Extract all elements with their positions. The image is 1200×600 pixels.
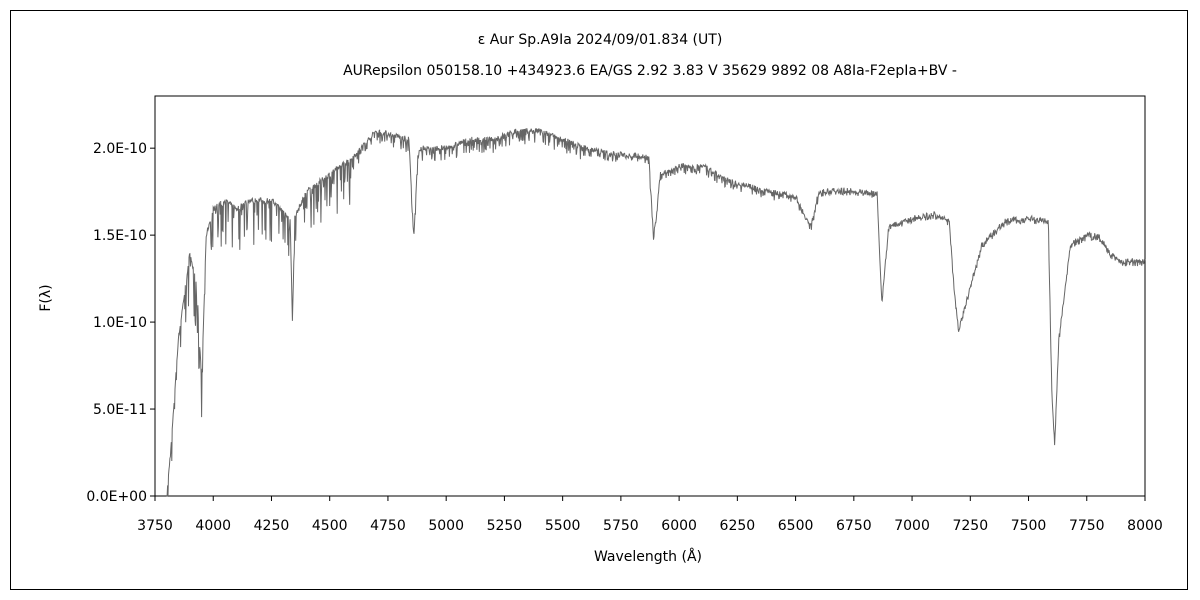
x-tick-label: 8000 bbox=[1127, 518, 1163, 534]
x-tick-label: 6000 bbox=[661, 518, 697, 534]
y-tick-label: 1.5E-10 bbox=[93, 228, 147, 244]
x-tick-label: 5500 bbox=[545, 518, 581, 534]
x-tick-label: 7000 bbox=[894, 518, 930, 534]
x-tick-label: 4750 bbox=[370, 518, 406, 534]
y-axis-label: F(λ) bbox=[38, 284, 54, 311]
x-tick-label: 5000 bbox=[428, 518, 464, 534]
x-tick-label: 7500 bbox=[1011, 518, 1047, 534]
x-tick-label: 7750 bbox=[1069, 518, 1105, 534]
x-tick-label: 3750 bbox=[137, 518, 173, 534]
x-axis-label: Wavelength (Å) bbox=[594, 548, 702, 565]
x-tick-label: 4500 bbox=[312, 518, 348, 534]
x-tick-label: 4250 bbox=[254, 518, 290, 534]
x-tick-label: 7250 bbox=[952, 518, 988, 534]
y-tick-label: 1.0E-10 bbox=[93, 315, 147, 331]
x-tick-label: 6500 bbox=[778, 518, 814, 534]
chart-frame bbox=[10, 10, 1188, 590]
spectrum-line bbox=[166, 128, 1146, 497]
x-tick-label: 5750 bbox=[603, 518, 639, 534]
x-tick-label: 6250 bbox=[720, 518, 756, 534]
chart-title: ε Aur Sp.A9Ia 2024/09/01.834 (UT) bbox=[478, 32, 723, 48]
y-tick-label: 2.0E-10 bbox=[93, 141, 147, 157]
plot-area bbox=[154, 95, 1146, 497]
x-tick-label: 4000 bbox=[195, 518, 231, 534]
y-tick-label: 5.0E-11 bbox=[93, 402, 147, 418]
x-tick-label: 5250 bbox=[487, 518, 523, 534]
x-tick-label: 6750 bbox=[836, 518, 872, 534]
chart-subtitle: AURepsilon 050158.10 +434923.6 EA/GS 2.9… bbox=[343, 63, 957, 79]
y-tick-label: 0.0E+00 bbox=[86, 489, 147, 505]
